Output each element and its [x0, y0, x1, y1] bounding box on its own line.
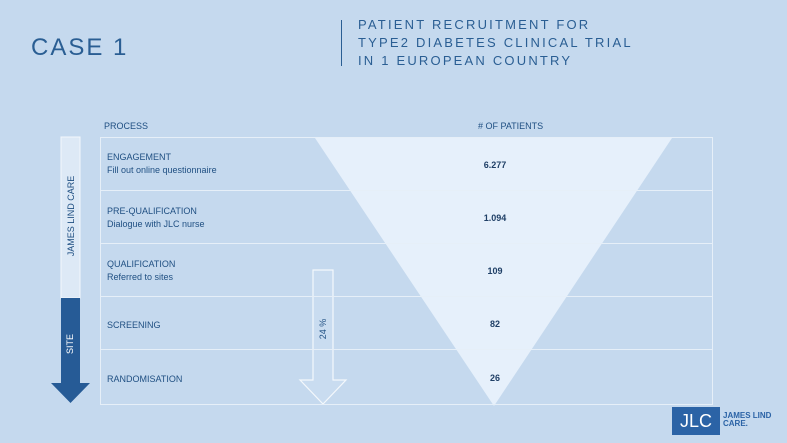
- logo-line-2: CARE.: [723, 419, 748, 428]
- recruitment-table: ENGAGEMENT Fill out online questionnaire…: [100, 137, 713, 405]
- funnel-triangle: [315, 138, 672, 406]
- subtitle-line-1: PATIENT RECRUITMENT FOR: [358, 17, 591, 32]
- logo-wordmark: JAMES LIND CARE.: [723, 412, 771, 428]
- stage-label: PRE-QUALIFICATION: [107, 206, 197, 216]
- slide-subtitle: PATIENT RECRUITMENT FOR TYPE2 DIABETES C…: [358, 16, 633, 70]
- stage-label: RANDOMISATION: [107, 374, 183, 384]
- stage-label: ENGAGEMENT: [107, 152, 172, 162]
- stage-label: QUALIFICATION: [107, 259, 176, 269]
- table-row: ENGAGEMENT Fill out online questionnaire…: [101, 138, 712, 191]
- patient-count: 82: [489, 319, 500, 329]
- case-title: CASE 1: [31, 34, 129, 61]
- process-header: PROCESS: [104, 121, 149, 131]
- site-arrow: [51, 298, 90, 403]
- percent-arrow: [298, 269, 348, 405]
- stage-detail: Dialogue with JLC nurse: [107, 219, 205, 229]
- stage-detail: Fill out online questionnaire: [107, 165, 217, 175]
- patient-count: 109: [487, 266, 503, 276]
- site-label: SITE: [65, 334, 75, 355]
- table-row: RANDOMISATION 26: [101, 350, 712, 403]
- patient-count: 1.094: [483, 213, 507, 223]
- stage-detail: Referred to sites: [107, 272, 174, 282]
- subtitle-line-2: TYPE2 DIABETES CLINICAL TRIAL: [358, 35, 633, 50]
- stage-label: SCREENING: [107, 320, 161, 330]
- patient-count: 26: [489, 373, 500, 383]
- table-row: SCREENING 82: [101, 297, 712, 350]
- title-divider: [341, 20, 342, 66]
- table-row: PRE-QUALIFICATION Dialogue with JLC nurs…: [101, 191, 712, 244]
- subtitle-line-3: IN 1 EUROPEAN COUNTRY: [358, 53, 573, 68]
- logo-line-1: JAMES LIND: [723, 411, 772, 420]
- patients-header: # OF PATIENTS: [478, 121, 544, 131]
- table-row: QUALIFICATION Referred to sites 109: [101, 244, 712, 297]
- jlc-logo: JLC: [672, 407, 720, 435]
- patient-count: 6.277: [483, 160, 507, 170]
- james-lind-care-label: JAMES LIND CARE: [66, 175, 76, 257]
